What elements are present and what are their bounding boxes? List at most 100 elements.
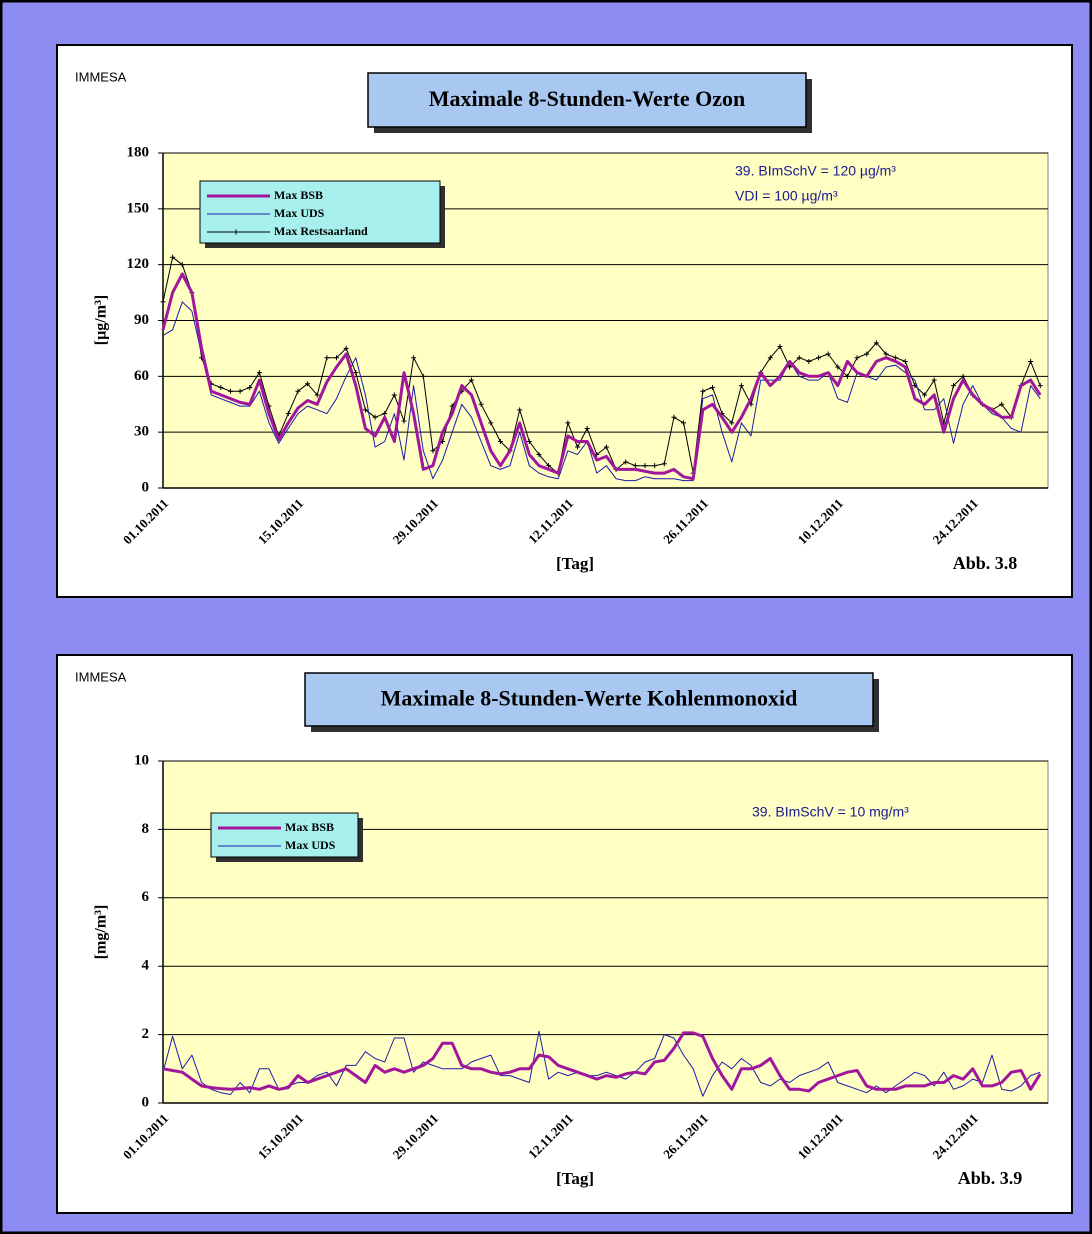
y-tick-label: 8 bbox=[142, 821, 150, 837]
data-point bbox=[478, 401, 484, 407]
data-point bbox=[652, 463, 658, 469]
data-point bbox=[497, 438, 503, 444]
data-point bbox=[285, 411, 291, 417]
data-point bbox=[661, 461, 667, 467]
data-point bbox=[160, 299, 166, 305]
legend-label: Max UDS bbox=[274, 206, 325, 220]
data-point bbox=[883, 351, 889, 357]
data-line bbox=[162, 301, 1041, 482]
data-point bbox=[950, 383, 956, 389]
data-point bbox=[247, 385, 253, 390]
chart-title: Maximale 8-Stunden-Werte Ozon bbox=[429, 86, 746, 111]
data-point bbox=[873, 340, 879, 346]
data-line bbox=[162, 1031, 1042, 1093]
x-axis-label: [Tag] bbox=[556, 554, 594, 573]
plot-area bbox=[162, 760, 1049, 1104]
data-point bbox=[700, 388, 706, 394]
y-tick-label: 4 bbox=[142, 958, 150, 974]
data-point bbox=[353, 370, 359, 376]
y-tick-label: 180 bbox=[127, 144, 150, 160]
data-point bbox=[536, 452, 542, 457]
source-label: IMMESA bbox=[75, 669, 127, 684]
data-point bbox=[295, 388, 301, 394]
source-label: IMMESA bbox=[75, 69, 127, 84]
data-point bbox=[391, 392, 397, 398]
data-point bbox=[623, 459, 629, 465]
annotation: 39. BImSchV = 10 mg/m³ bbox=[752, 804, 909, 820]
title-box bbox=[304, 672, 874, 727]
data-point bbox=[382, 411, 388, 417]
data-point bbox=[681, 420, 687, 426]
data-point bbox=[362, 407, 368, 413]
y-tick-label: 0 bbox=[142, 479, 150, 495]
legend-label: Max Restsaarland bbox=[274, 224, 368, 238]
data-point bbox=[488, 420, 494, 426]
legend-label: Max BSB bbox=[274, 188, 323, 202]
data-point bbox=[343, 345, 349, 351]
data-point bbox=[796, 355, 802, 361]
title-box bbox=[367, 72, 807, 128]
data-point bbox=[334, 355, 340, 361]
y-tick-label: 30 bbox=[134, 424, 149, 440]
data-point bbox=[1028, 358, 1034, 364]
legend-label: Max BSB bbox=[285, 820, 334, 834]
data-point bbox=[546, 463, 552, 469]
data-point bbox=[816, 355, 822, 361]
data-point bbox=[305, 381, 311, 387]
data-point bbox=[787, 364, 793, 370]
data-point bbox=[430, 448, 436, 454]
data-point bbox=[227, 388, 233, 394]
data-point bbox=[237, 388, 243, 394]
data-point bbox=[709, 385, 715, 390]
data-point bbox=[218, 385, 224, 390]
data-point bbox=[420, 373, 426, 379]
data-point bbox=[864, 351, 870, 357]
data-point bbox=[575, 444, 581, 450]
data-point bbox=[170, 254, 176, 260]
y-tick-label: 10 bbox=[134, 752, 149, 768]
data-point bbox=[603, 444, 609, 450]
annotation: VDI = 100 µg/m³ bbox=[735, 188, 838, 204]
figure-label: Abb. 3.9 bbox=[958, 1168, 1023, 1188]
data-point bbox=[179, 262, 185, 268]
data-point bbox=[999, 401, 1005, 407]
y-axis-label: [mg/m³] bbox=[93, 905, 110, 960]
y-tick-label: 120 bbox=[127, 256, 150, 272]
data-point bbox=[314, 392, 320, 398]
y-axis-label: [µg/m³] bbox=[93, 295, 110, 345]
data-point bbox=[835, 364, 841, 370]
annotation: 39. BImSchV = 120 µg/m³ bbox=[735, 163, 896, 179]
data-point bbox=[844, 373, 850, 379]
legend bbox=[199, 180, 441, 244]
data-point bbox=[372, 414, 378, 420]
data-point bbox=[584, 425, 590, 431]
y-tick-label: 60 bbox=[134, 368, 149, 384]
data-point bbox=[632, 463, 638, 469]
data-point bbox=[411, 355, 417, 361]
data-point bbox=[922, 392, 928, 398]
y-tick-label: 150 bbox=[127, 200, 150, 216]
data-point bbox=[825, 351, 831, 357]
data-point bbox=[893, 355, 899, 361]
data-line bbox=[161, 272, 1042, 481]
data-point bbox=[401, 418, 407, 424]
chart-title: Maximale 8-Stunden-Werte Kohlenmonoxid bbox=[381, 686, 798, 711]
legend-label: Max UDS bbox=[285, 838, 336, 852]
data-point bbox=[931, 377, 937, 383]
data-point bbox=[777, 344, 783, 350]
data-point bbox=[526, 438, 532, 444]
figure-label: Abb. 3.8 bbox=[953, 553, 1018, 573]
data-point bbox=[960, 373, 966, 379]
y-tick-label: 2 bbox=[142, 1026, 150, 1042]
y-tick-label: 90 bbox=[134, 312, 149, 328]
y-tick-label: 0 bbox=[142, 1094, 150, 1110]
data-point bbox=[1037, 383, 1043, 389]
legend bbox=[210, 812, 359, 858]
data-point bbox=[468, 377, 474, 383]
data-point bbox=[256, 370, 262, 376]
data-point bbox=[806, 358, 812, 364]
data-point bbox=[671, 414, 677, 420]
data-point bbox=[642, 463, 648, 469]
